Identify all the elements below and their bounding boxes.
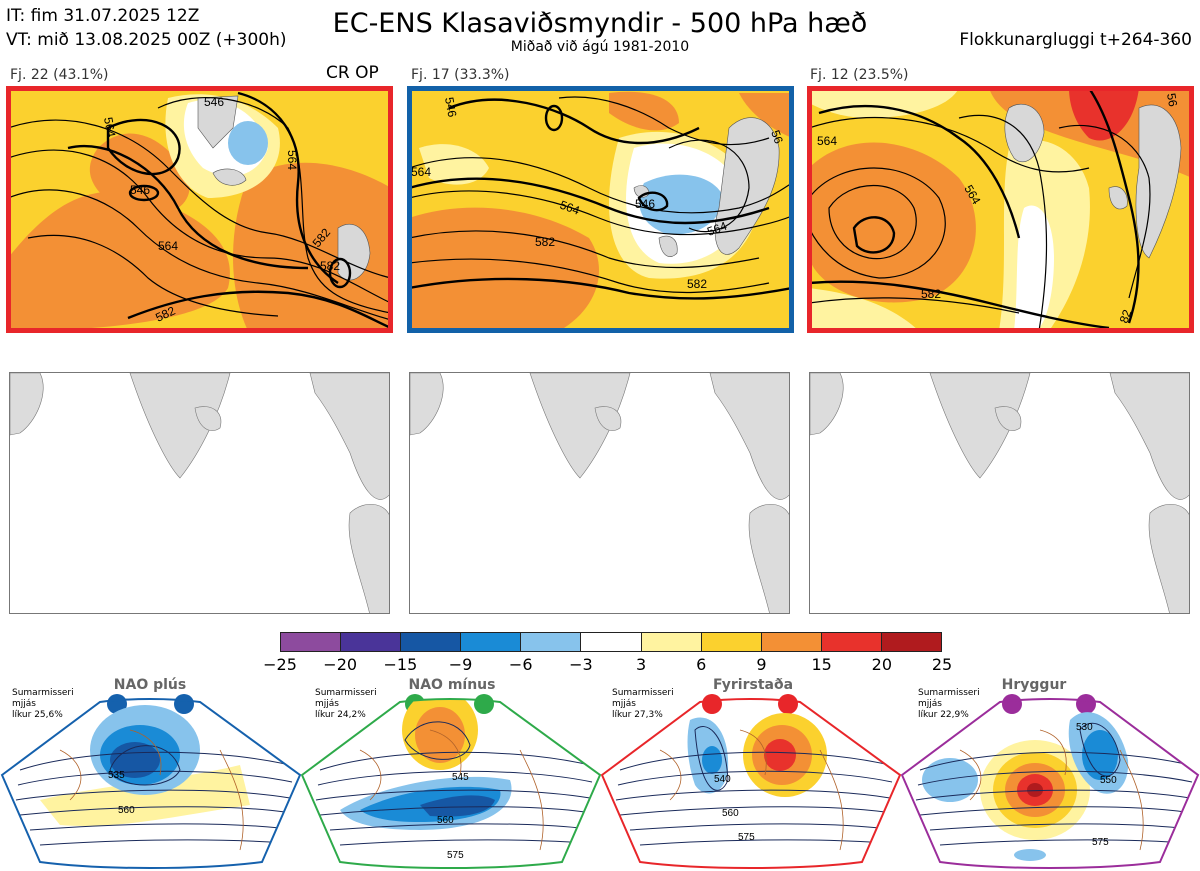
cluster-3-label: Fj. 12 (23.5%) <box>810 67 909 83</box>
colorbar-tick-label: −9 <box>448 655 473 674</box>
colorbar-swatch <box>821 633 882 651</box>
contour-label: 582 <box>320 259 340 273</box>
cluster-1-label: Fj. 22 (43.1%) <box>10 67 109 83</box>
colorbar-tick-label: 6 <box>696 655 707 674</box>
regime-3-note: Sumarmisseri mjjás líkur 27,3% <box>612 688 674 720</box>
colorbar-swatch <box>641 633 702 651</box>
contour-label: 564 <box>817 134 837 148</box>
colorbar-swatch <box>401 633 462 651</box>
colorbar-tick-label: 9 <box>756 655 767 674</box>
colorbar-swatch <box>701 633 762 651</box>
cluster-2-map: 546 564 564 546 564 582 582 56 <box>409 88 792 331</box>
regime-1-note: Sumarmisseri mjjás líkur 25,6% <box>12 688 74 720</box>
contour-label: 582 <box>921 287 941 301</box>
contour-label: 564 <box>558 198 582 218</box>
colorbar-tick-label: 25 <box>931 655 953 674</box>
issue-time: IT: fim 31.07.2025 12Z <box>6 6 200 26</box>
contour-label: 582 <box>687 277 707 291</box>
regime-3-title: Fyrirstaða <box>712 677 794 693</box>
regime-maps: 535 560 545 560 575 <box>0 698 1200 869</box>
colorbar-tick-label: −6 <box>508 655 533 674</box>
contour-label: 56 <box>1164 92 1180 108</box>
colorbar-swatch <box>881 633 942 651</box>
contour-label: 564 <box>705 219 729 239</box>
contour-label: 56 <box>768 128 786 146</box>
cluster-2-anomaly-map <box>409 372 790 614</box>
colorbar-swatch <box>581 633 642 651</box>
contour-label: 564 <box>411 165 431 179</box>
cluster-1-anomaly-map <box>9 372 390 614</box>
cluster-1-tag: CR OP <box>326 63 379 83</box>
regime-4-note: Sumarmisseri mjjás líkur 22,9% <box>918 688 980 720</box>
cluster-3-frame <box>807 86 1194 333</box>
colorbar-tick-label: −20 <box>323 655 358 674</box>
contour-label: 550 <box>1100 775 1117 786</box>
contour-label: 582 <box>535 235 555 249</box>
contour-label: 575 <box>447 850 464 861</box>
page-subtitle: Miðað við ágú 1981-2010 <box>510 39 690 55</box>
colorbar-tick-label: 15 <box>811 655 832 674</box>
contour-label: 564 <box>158 239 178 253</box>
contour-label: 82 <box>1117 307 1135 325</box>
colorbar-tick-label: 3 <box>635 655 647 674</box>
regime-1-title: NAO plús <box>113 677 187 693</box>
cluster-2-label: Fj. 17 (33.3%) <box>411 67 510 83</box>
contour-label: 575 <box>1092 837 1109 848</box>
colorbar-swatch <box>521 633 582 651</box>
valid-time: VT: mið 13.08.2025 00Z (+300h) <box>6 30 287 50</box>
colorbar-swatch <box>761 633 822 651</box>
regime-4-marker-right <box>1076 694 1096 714</box>
cluster-3-map: 564 564 582 56 82 <box>809 88 1192 331</box>
regime-2-title: NAO mínus <box>408 677 496 693</box>
colorbar-tick-label: 20 <box>871 655 892 674</box>
contour-label: 530 <box>1076 722 1093 733</box>
regime-4-marker-left <box>1002 694 1022 714</box>
contour-label: 540 <box>714 774 731 785</box>
colorbar-tick-label: −15 <box>383 655 418 674</box>
colorbar-tick-label: −3 <box>569 655 593 674</box>
colorbar-tick-label: −25 <box>263 655 297 674</box>
colorbar-swatch <box>461 633 522 651</box>
contour-label: 564 <box>285 150 299 170</box>
cluster-2-frame <box>407 86 794 333</box>
contour-label: 560 <box>118 805 135 816</box>
cluster-1-map: 546 564 546 564 564 582 582 582 <box>8 88 391 331</box>
regime-4-title: Hryggur <box>1001 677 1067 693</box>
contour-label: 545 <box>452 772 469 783</box>
contour-label: 546 <box>635 197 655 211</box>
contour-label: 560 <box>722 808 739 819</box>
contour-label: 564 <box>101 116 118 138</box>
regime-2-note: Sumarmisseri mjjás líkur 24,2% <box>315 688 377 720</box>
regime-3-marker-right <box>778 694 798 714</box>
colorbar-swatch <box>341 633 402 651</box>
anomaly-colorbar <box>280 632 942 652</box>
cluster-1-frame <box>6 86 393 333</box>
contour-label: 546 <box>130 183 150 197</box>
classification-window: Flokkunargluggi t+264-360 <box>959 30 1192 50</box>
colorbar-swatch <box>281 633 342 651</box>
regime-3-marker-left <box>702 694 722 714</box>
contour-label: 546 <box>442 96 459 118</box>
cluster-3-anomaly-map <box>809 372 1190 614</box>
contour-label: 546 <box>204 95 224 109</box>
contour-label: 560 <box>437 815 454 826</box>
contour-label: 575 <box>738 832 755 843</box>
page-title: EC-ENS Klasaviðsmyndir - 500 hPa hæð <box>332 8 868 39</box>
contour-label: 535 <box>108 770 125 781</box>
